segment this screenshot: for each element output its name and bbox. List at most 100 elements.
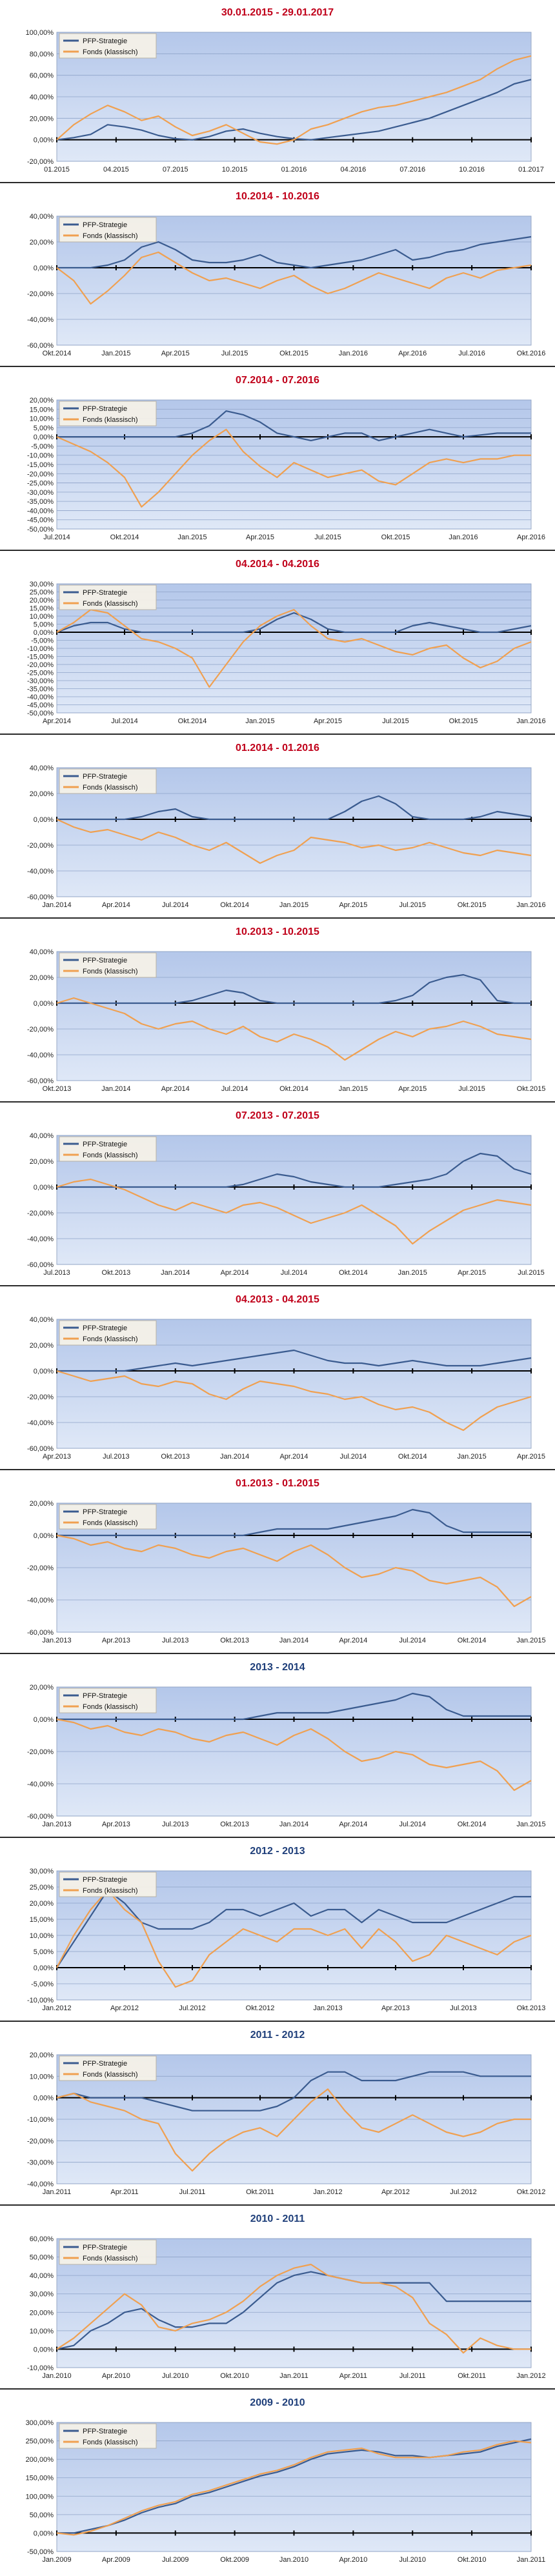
- chart-title: 2010 - 2011: [250, 2213, 305, 2224]
- y-tick-label: -5,00%: [31, 443, 54, 450]
- chart-panel: 2009 - 2010 -50,00% 0,00% 50,00% 100,00% 150,…: [0, 2390, 555, 2573]
- legend: PFP-Strategie Fonds (klassisch): [59, 952, 157, 978]
- chart-svg: 2011 - 2012 -40,00% -30,00% -20,00% -10,00% 0…: [27, 2030, 545, 2196]
- y-tick-label: 5,00%: [34, 424, 54, 432]
- x-tick-label: Okt.2010: [458, 2556, 487, 2564]
- x-tick-label: 01.2016: [281, 166, 307, 174]
- legend-label-fund: Fonds (klassisch): [83, 2439, 138, 2446]
- y-tick-label: 0,00%: [34, 1000, 54, 1008]
- legend-box: [59, 1688, 157, 1713]
- series-line-fund: [56, 2440, 532, 2536]
- y-tick-label: -40,00%: [27, 1235, 54, 1243]
- series-line-strategy: [56, 79, 532, 141]
- y-tick-label: 20,00%: [30, 1900, 54, 1908]
- y-tick-label: 0,00%: [34, 265, 54, 272]
- x-tick-label: Apr.2014: [279, 1453, 308, 1461]
- y-tick-label: 40,00%: [30, 764, 54, 772]
- y-tick-label: 15,00%: [30, 605, 54, 613]
- legend-label-fund: Fonds (klassisch): [83, 1887, 138, 1895]
- x-tick-label: Jul.2014: [221, 1085, 248, 1093]
- x-tick-label: Apr.2015: [314, 717, 342, 725]
- y-tick-label: 20,00%: [30, 974, 54, 982]
- y-tick-label: 80,00%: [30, 50, 54, 58]
- x-tick-label: Okt.2016: [517, 350, 546, 357]
- y-tick-label: -40,00%: [27, 2181, 54, 2188]
- y-tick-label: -20,00%: [27, 290, 54, 298]
- y-tick-label: 20,00%: [30, 239, 54, 246]
- x-tick-label: Jan.2016: [449, 534, 478, 541]
- y-tick-label: 50,00%: [30, 2511, 54, 2519]
- y-tick-label: -20,00%: [27, 842, 54, 850]
- y-tick-label: -40,00%: [27, 1419, 54, 1427]
- chart-svg: 2010 - 2011 -10,00% 0,00% 10,00% 20,00% 30,00…: [27, 2213, 546, 2380]
- y-tick-label: -15,00%: [27, 461, 54, 469]
- x-tick-label: Jul.2009: [162, 2556, 189, 2564]
- y-tick-label: -20,00%: [27, 1393, 54, 1401]
- legend-label-fund: Fonds (klassisch): [83, 1152, 138, 1159]
- y-tick-label: -35,00%: [27, 498, 54, 506]
- y-tick-label: -50,00%: [27, 526, 54, 534]
- y-tick-label: 0,00%: [34, 1964, 54, 1972]
- chart-svg: 07.2014 - 07.2016-50,00%-45,00%-40,00%-3…: [27, 375, 545, 541]
- y-tick-label: -15,00%: [27, 654, 54, 661]
- x-tick-label: Jan.2013: [42, 1821, 71, 1828]
- x-tick-label: Jan.2016: [339, 350, 368, 357]
- x-tick-label: Jul.2014: [399, 1821, 426, 1828]
- x-tick-label: Apr.2011: [110, 2188, 138, 2196]
- x-tick-label: Jul.2014: [340, 1453, 367, 1461]
- y-tick-label: 40,00%: [30, 2272, 54, 2280]
- y-tick-label: 0,00%: [34, 816, 54, 824]
- legend-label-fund: Fonds (klassisch): [83, 1519, 138, 1527]
- x-tick-label: Apr.2014: [339, 1637, 367, 1644]
- legend-box: [59, 2055, 157, 2081]
- legend: PFP-Strategie Fonds (klassisch): [59, 2239, 157, 2265]
- x-tick-label: Okt.2013: [43, 1085, 72, 1093]
- y-tick-label: -5,00%: [31, 637, 54, 645]
- y-tick-label: -40,00%: [27, 507, 54, 515]
- x-tick-label: Jan.2011: [43, 2188, 71, 2196]
- y-tick-label: -20,00%: [27, 1026, 54, 1033]
- chart-svg: 30.01.2015 - 29.01.2017 -20,00% 0,00% 20,00…: [26, 7, 544, 174]
- x-tick-label: Apr.2016: [398, 350, 427, 357]
- legend: PFP-Strategie Fonds (klassisch): [59, 2423, 157, 2449]
- x-tick-label: Jan.2013: [42, 1637, 71, 1644]
- y-tick-label: 0,00%: [34, 137, 54, 145]
- chart-svg: 10.2013 - 10.2015 -60,00% -40,00% -20,00% 0,…: [27, 926, 545, 1093]
- y-tick-label: -30,00%: [27, 2159, 54, 2167]
- y-tick-label: -45,00%: [27, 517, 54, 524]
- y-tick-label: -20,00%: [27, 2137, 54, 2145]
- legend-label-fund: Fonds (klassisch): [83, 2255, 138, 2262]
- y-tick-label: 30,00%: [30, 1868, 54, 1875]
- legend-label-fund: Fonds (klassisch): [83, 600, 138, 608]
- y-tick-label: 20,00%: [30, 790, 54, 798]
- y-tick-label: -30,00%: [27, 489, 54, 497]
- y-tick-label: 25,00%: [30, 1884, 54, 1892]
- legend-label-strategy: PFP-Strategie: [83, 2428, 127, 2435]
- series-line-fund: [56, 818, 532, 864]
- y-tick-label: 30,00%: [30, 2291, 54, 2299]
- x-tick-label: Jan.2011: [279, 2372, 308, 2380]
- panel-separator: [0, 1837, 555, 1838]
- legend-label-fund: Fonds (klassisch): [83, 784, 138, 792]
- x-tick-label: Okt.2012: [246, 2004, 275, 2012]
- x-tick-label: Jul.2015: [314, 534, 341, 541]
- y-tick-label: -45,00%: [27, 702, 54, 710]
- series-line-strategy: [57, 1152, 532, 1188]
- chart-panel: 01.2014 - 01.2016 -60,00% -40,00% -20,00% 0,…: [0, 735, 555, 918]
- x-tick-label: 04.2015: [103, 166, 129, 174]
- x-tick-label: Okt.2014: [279, 1085, 308, 1093]
- chart-title: 2013 - 2014: [250, 1662, 305, 1673]
- x-tick-label: Apr.2015: [246, 534, 274, 541]
- y-tick-label: 15,00%: [30, 406, 54, 414]
- x-tick-label: Jan.2013: [313, 2004, 342, 2012]
- legend: PFP-Strategie Fonds (klassisch): [59, 1872, 157, 1897]
- legend: PFP-Strategie Fonds (klassisch): [59, 1136, 157, 1162]
- chart-panel: 10.2013 - 10.2015 -60,00% -40,00% -20,00% 0,…: [0, 919, 555, 1102]
- y-tick-label: 50,00%: [30, 2254, 54, 2262]
- x-tick-label: Jan.2014: [161, 1269, 190, 1277]
- y-tick-label: 0,00%: [34, 1184, 54, 1192]
- x-tick-label: Okt.2011: [458, 2372, 486, 2380]
- y-tick-label: 0,00%: [34, 1716, 54, 1724]
- y-tick-label: -20,00%: [27, 1564, 54, 1572]
- series-line-strategy: [57, 973, 531, 1004]
